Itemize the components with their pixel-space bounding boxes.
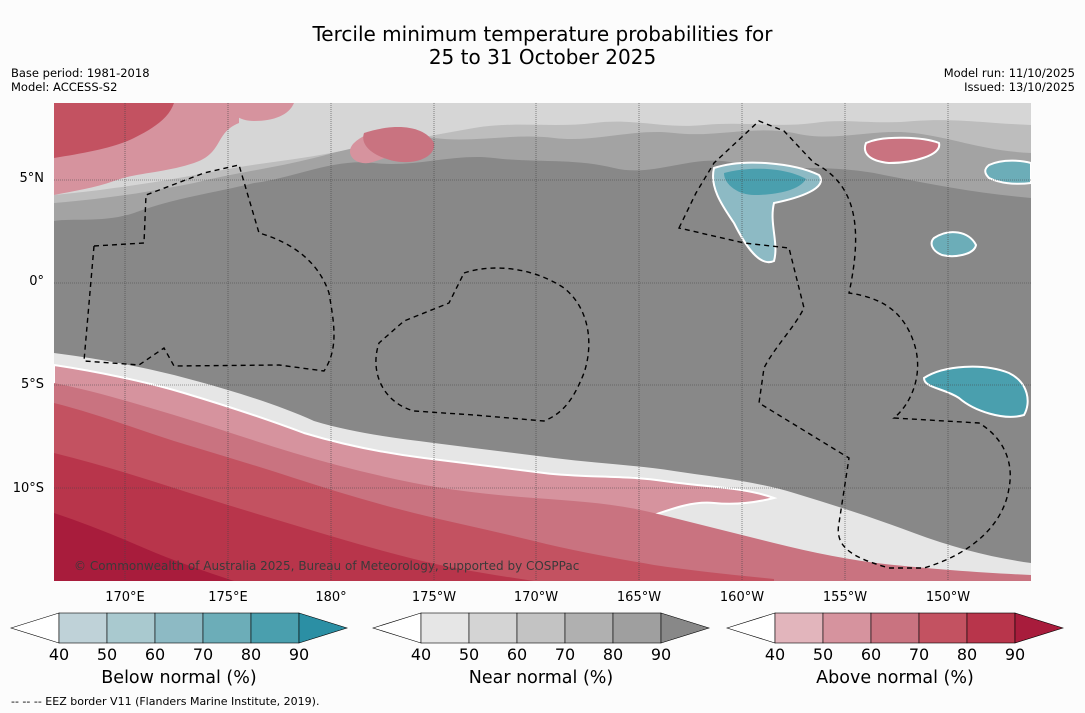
lat-label-5s: 5°S bbox=[20, 377, 44, 392]
lon-label-175e: 175°E bbox=[208, 590, 248, 605]
lon-label-180: 180° bbox=[315, 590, 347, 605]
colorbar-title-above: Above normal (%) bbox=[816, 668, 974, 688]
map-gridlines bbox=[54, 103, 1031, 581]
colorbar-title-below: Below normal (%) bbox=[101, 668, 257, 688]
map-copyright: © Commonwealth of Australia 2025, Bureau… bbox=[74, 559, 579, 573]
below-normal-east-south bbox=[922, 365, 1029, 418]
issued-date: Issued: 13/10/2025 bbox=[964, 80, 1075, 94]
near-normal-band-north-lighter bbox=[54, 103, 1031, 195]
lat-label-5n: 5°N bbox=[19, 171, 45, 186]
model-name: Model: ACCESS-S2 bbox=[11, 80, 118, 94]
probability-map: © Commonwealth of Australia 2025, Bureau… bbox=[54, 103, 1031, 581]
base-period: Base period: 1981-2018 bbox=[11, 66, 150, 80]
lon-label-170w: 170°W bbox=[513, 590, 559, 605]
figure-title-line-2: 25 to 31 October 2025 bbox=[428, 45, 657, 69]
colorbar-near-normal bbox=[371, 612, 711, 644]
above-normal-nw-inner bbox=[54, 103, 174, 158]
below-normal-east-small bbox=[930, 231, 978, 258]
above-tick-90: 90 bbox=[1004, 645, 1026, 664]
eez-footnote: -- -- -- EEZ border V11 (Flanders Marine… bbox=[11, 695, 320, 708]
lon-label-150w: 150°W bbox=[925, 590, 971, 605]
below-tick-80: 80 bbox=[240, 645, 262, 664]
near-tick-50: 50 bbox=[458, 645, 480, 664]
lat-label-0: 0° bbox=[29, 274, 44, 289]
colorbars bbox=[9, 612, 1065, 644]
lon-label-175w: 175°W bbox=[411, 590, 457, 605]
lon-label-165w: 165°W bbox=[616, 590, 662, 605]
lon-label-170e: 170°E bbox=[105, 590, 145, 605]
figure-title-line-1: Tercile minimum temperature probabilitie… bbox=[312, 22, 773, 46]
below-tick-70: 70 bbox=[192, 645, 214, 664]
colorbar-below-normal bbox=[9, 612, 349, 644]
above-normal-south-4 bbox=[54, 453, 534, 581]
below-tick-40: 40 bbox=[48, 645, 70, 664]
eez-borders bbox=[83, 120, 1011, 569]
below-normal-central-north-core bbox=[724, 168, 806, 195]
above-tick-50: 50 bbox=[812, 645, 834, 664]
lon-label-160w: 160°W bbox=[719, 590, 765, 605]
above-normal-north-patch-2 bbox=[363, 127, 435, 163]
lat-label-10s: 10°S bbox=[12, 481, 44, 496]
above-normal-north-patch-3 bbox=[229, 103, 294, 121]
above-normal-ne-patch bbox=[864, 136, 941, 165]
above-tick-70: 70 bbox=[908, 645, 930, 664]
lon-label-155w: 155°W bbox=[822, 590, 868, 605]
below-normal-east-top bbox=[984, 159, 1031, 185]
near-tick-40: 40 bbox=[410, 645, 432, 664]
above-tick-40: 40 bbox=[764, 645, 786, 664]
below-tick-50: 50 bbox=[96, 645, 118, 664]
near-tick-60: 60 bbox=[506, 645, 528, 664]
above-normal-south-5 bbox=[54, 513, 234, 581]
colorbar-above-normal bbox=[725, 612, 1065, 644]
above-tick-60: 60 bbox=[860, 645, 882, 664]
above-tick-80: 80 bbox=[956, 645, 978, 664]
near-tick-90: 90 bbox=[650, 645, 672, 664]
near-tick-70: 70 bbox=[554, 645, 576, 664]
colorbar-title-near: Near normal (%) bbox=[468, 668, 614, 688]
below-tick-90: 90 bbox=[288, 645, 310, 664]
model-run: Model run: 11/10/2025 bbox=[943, 66, 1075, 80]
below-tick-60: 60 bbox=[144, 645, 166, 664]
near-tick-80: 80 bbox=[602, 645, 624, 664]
